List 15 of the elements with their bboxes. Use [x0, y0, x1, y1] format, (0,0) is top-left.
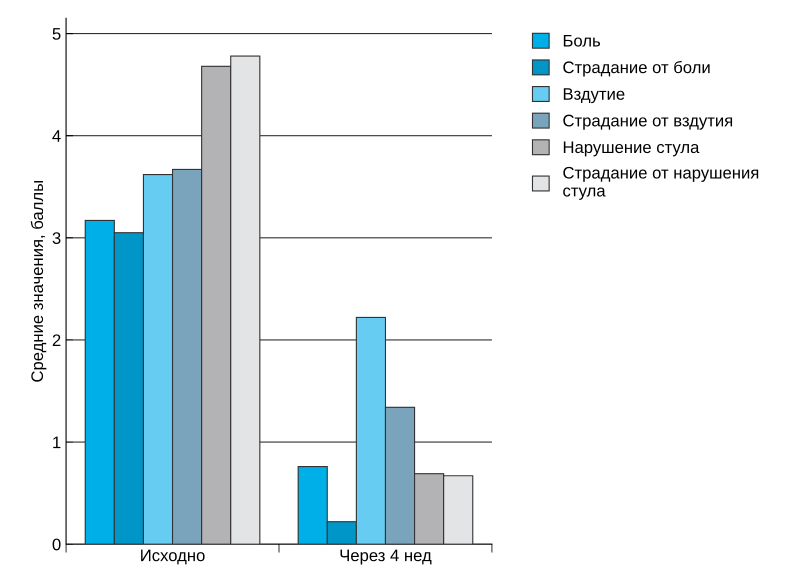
- y-tick-label: 1: [53, 436, 60, 448]
- x-tick-label: Через 4 нед: [340, 550, 432, 565]
- legend-label: Нарушение стула: [564, 141, 700, 156]
- y-tick-label: 0: [52, 538, 61, 550]
- x-tick-label: Исходно: [141, 550, 205, 564]
- legend-label: Боль: [564, 34, 600, 47]
- y-tick-label: 5: [52, 28, 61, 40]
- legend-label: Вздутие: [564, 88, 624, 104]
- legend-label: Страдание от вздутия: [563, 114, 732, 130]
- y-tick-label: 4: [52, 130, 61, 142]
- y-tick-label: 3: [52, 232, 60, 244]
- y-tick-label: 2: [52, 334, 60, 346]
- legend-label: Страдание от боли: [563, 60, 710, 77]
- y-axis-title: Средние значения, баллы: [30, 181, 46, 382]
- legend-label: Страдание от нарушения стула: [563, 166, 758, 200]
